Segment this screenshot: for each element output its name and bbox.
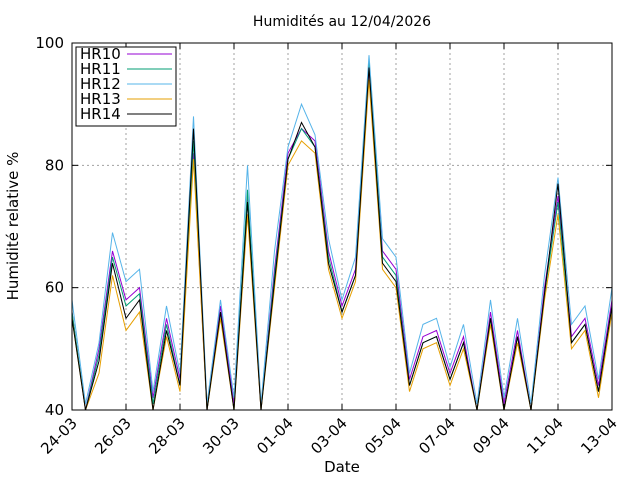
x-tick-label: 07-04 — [415, 414, 459, 458]
x-tick-label: 24-03 — [37, 414, 81, 458]
x-tick-label: 26-03 — [91, 414, 135, 458]
x-tick-label: 28-03 — [145, 414, 189, 458]
x-tick-label: 13-04 — [577, 414, 621, 458]
legend-label-hr12: HR12 — [80, 75, 121, 93]
series-line-hr13 — [71, 79, 613, 411]
y-tick-label: 100 — [35, 34, 64, 52]
series-line-hr12 — [71, 55, 613, 405]
x-tick-label: 30-03 — [199, 414, 243, 458]
y-tick-label: 80 — [45, 156, 64, 174]
x-tick-label: 09-04 — [469, 414, 513, 458]
x-tick-label: 11-04 — [523, 414, 567, 458]
y-axis-ticks: 40 60 80 100 — [35, 34, 612, 419]
legend-label-hr13: HR13 — [80, 90, 121, 108]
legend-label-hr11: HR11 — [80, 60, 121, 78]
x-axis-label: Date — [324, 458, 360, 476]
x-tick-label: 03-04 — [307, 414, 351, 458]
y-axis-label: Humidité relative % — [4, 152, 22, 301]
legend-label-hr14: HR14 — [80, 105, 121, 123]
x-tick-label: 05-04 — [361, 414, 405, 458]
legend-box — [75, 46, 177, 127]
series-line-hr14 — [71, 67, 613, 411]
legend-label-hr10: HR10 — [80, 45, 121, 63]
y-tick-label: 40 — [45, 401, 64, 419]
series-layer — [71, 55, 613, 411]
chart-title: Humidités au 12/04/2026 — [253, 14, 431, 30]
series-line-hr10 — [71, 67, 613, 411]
y-tick-label: 60 — [45, 279, 64, 297]
x-tick-label: 01-04 — [253, 414, 297, 458]
